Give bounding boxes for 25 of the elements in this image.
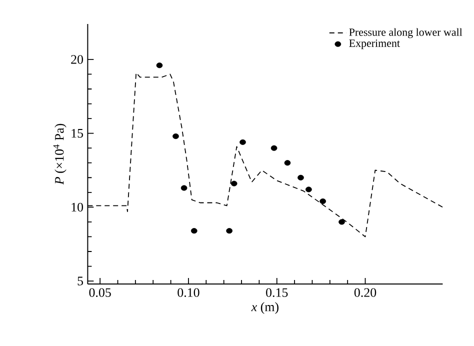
x-tick-label: 0.10: [178, 288, 200, 297]
point: [180, 185, 188, 191]
point: [172, 133, 179, 140]
y-tick-label: 5: [78, 276, 84, 286]
point: [270, 145, 278, 151]
x-axis-title: x (m): [251, 302, 278, 314]
x-tick-label: 0.20: [354, 288, 376, 297]
legend-label: Experiment: [349, 40, 400, 50]
point: [190, 228, 198, 234]
point: [284, 160, 291, 166]
point: [320, 198, 326, 204]
y-tick-label: 20: [71, 55, 84, 64]
y-tick-label: 15: [72, 128, 84, 138]
x-tick-label: 0.15: [266, 288, 288, 297]
legend-label: Pressure along lower wall: [349, 28, 462, 38]
point: [226, 228, 232, 234]
point: [298, 174, 304, 180]
point: [240, 139, 246, 145]
point: [156, 62, 163, 68]
point: [338, 219, 345, 225]
x-tick-label: 0.05: [89, 288, 111, 297]
y-tick-label: 10: [72, 202, 84, 212]
y-axis-title: P (×10$^{4}$ Pa): [53, 124, 66, 185]
point: [230, 180, 238, 186]
point: [306, 186, 312, 192]
